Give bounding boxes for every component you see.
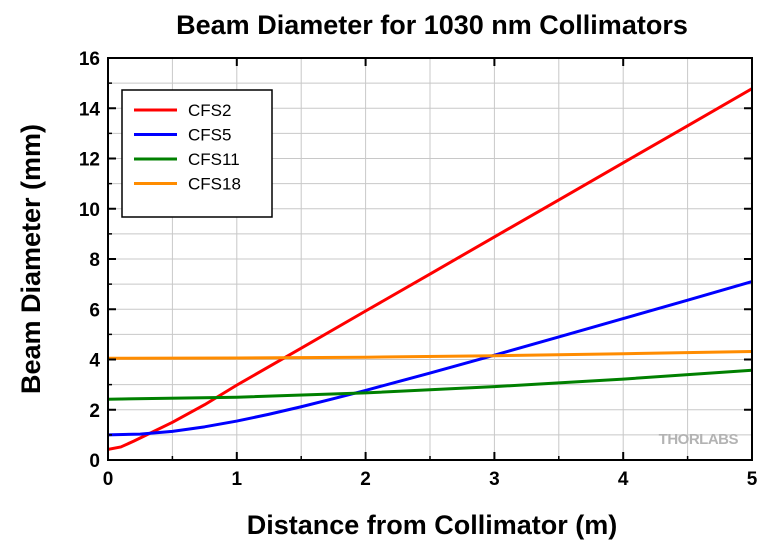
y-tick-label: 12	[79, 150, 100, 171]
series-line-cfs18	[108, 349, 752, 360]
series-line-cfs2	[108, 87, 752, 451]
y-axis-label: Beam Diameter (mm)	[16, 124, 46, 394]
x-tick-label: 3	[489, 469, 500, 490]
x-axis-label: Distance from Collimator (m)	[247, 510, 618, 540]
legend-label-cfs18: CFS18	[188, 175, 241, 194]
y-tick-label: 6	[89, 300, 100, 321]
y-tick-label: 0	[89, 451, 100, 472]
chart-title: Beam Diameter for 1030 nm Collimators	[176, 10, 688, 40]
thorlabs-watermark: THORLABS	[659, 431, 739, 448]
y-tick-label: 2	[89, 401, 100, 422]
x-tick-label: 5	[747, 469, 758, 490]
x-tick-label: 1	[232, 469, 243, 490]
y-tick-label: 14	[79, 99, 101, 120]
y-tick-label: 10	[79, 200, 100, 221]
legend-label-cfs2: CFS2	[188, 101, 231, 120]
x-tick-label: 4	[618, 469, 629, 490]
legend-label-cfs5: CFS5	[188, 126, 231, 145]
grid	[108, 58, 752, 460]
series-line-cfs5	[108, 280, 752, 437]
y-tick-label: 4	[89, 351, 100, 372]
y-tick-label: 8	[89, 250, 100, 271]
x-tick-label: 2	[360, 469, 371, 490]
legend: CFS2 CFS5 CFS11 CFS18	[121, 89, 273, 218]
series-line-cfs11	[108, 368, 752, 401]
y-tick-label: 16	[79, 49, 100, 70]
x-tick-label: 0	[103, 469, 114, 490]
legend-label-cfs11: CFS11	[188, 150, 240, 169]
ticks	[107, 57, 753, 461]
series-group	[108, 87, 752, 451]
